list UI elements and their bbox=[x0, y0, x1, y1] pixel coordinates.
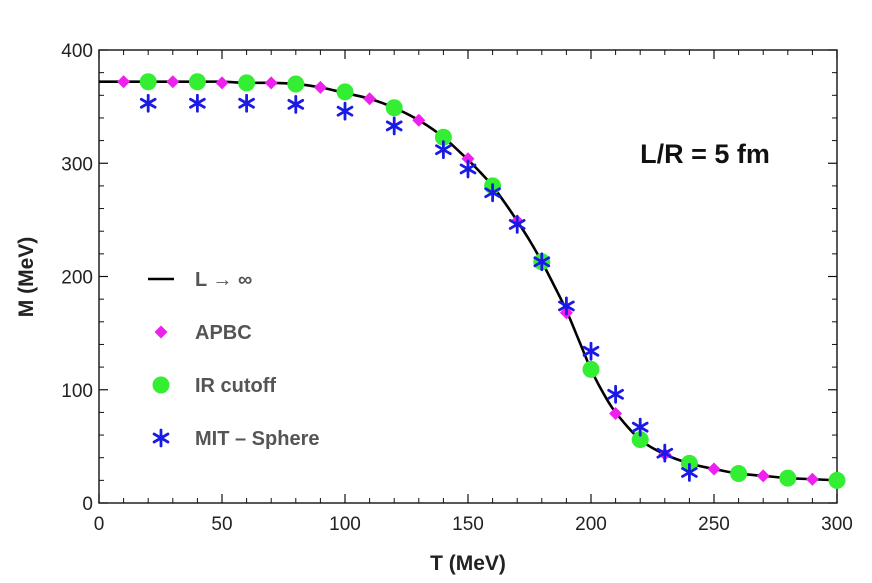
legend-label: MIT – Sphere bbox=[195, 428, 319, 450]
star-stroke bbox=[607, 388, 624, 400]
point-diamond bbox=[215, 76, 229, 90]
point-circle bbox=[238, 74, 256, 92]
point-diamond bbox=[117, 75, 131, 89]
point-star bbox=[238, 93, 255, 113]
point-star bbox=[558, 296, 575, 316]
star-stroke bbox=[656, 447, 674, 459]
x-tick-label: 300 bbox=[821, 514, 853, 535]
point-star bbox=[607, 384, 624, 404]
point-circle bbox=[188, 73, 206, 91]
star-stroke bbox=[238, 97, 255, 109]
point-circle bbox=[434, 128, 452, 146]
star-stroke bbox=[336, 105, 354, 117]
y-tick-label: 100 bbox=[61, 381, 93, 402]
star-stroke bbox=[681, 467, 698, 478]
star-stroke bbox=[435, 144, 452, 156]
point-diamond bbox=[707, 462, 721, 476]
legend-label: APBC bbox=[195, 322, 252, 344]
star-stroke bbox=[152, 432, 170, 444]
point-star bbox=[459, 159, 477, 179]
axis-ticks: 0 50 100 150 200 250 300 0 100 200 300 400 bbox=[61, 41, 853, 535]
x-tick-label: 150 bbox=[452, 514, 484, 535]
y-tick-label: 0 bbox=[82, 494, 93, 515]
point-diamond bbox=[805, 472, 819, 486]
x-tick-label: 50 bbox=[211, 514, 232, 535]
point-diamond bbox=[166, 75, 180, 89]
star-stroke bbox=[484, 187, 501, 199]
point-circle bbox=[730, 465, 748, 483]
y-tick-label: 200 bbox=[61, 268, 93, 289]
star-stroke bbox=[631, 421, 649, 433]
legend: L → ∞ APBC IR cutoff MIT – Sphere bbox=[148, 269, 319, 450]
point-star bbox=[139, 93, 157, 113]
y-tick-label: 300 bbox=[61, 154, 93, 175]
legend-circle-swatch bbox=[152, 376, 170, 394]
point-diamond bbox=[412, 113, 426, 127]
point-circle bbox=[287, 75, 305, 93]
x-tick-label: 0 bbox=[94, 514, 105, 535]
point-star bbox=[681, 463, 698, 482]
point-star bbox=[189, 93, 206, 113]
y-tick-label: 400 bbox=[61, 41, 93, 62]
legend-diamond-swatch bbox=[154, 325, 168, 339]
star-stroke bbox=[459, 163, 477, 175]
point-star bbox=[336, 101, 354, 121]
point-star bbox=[287, 94, 305, 114]
point-star bbox=[631, 417, 649, 437]
point-circle bbox=[631, 431, 649, 449]
y-axis-title: M (MeV) bbox=[15, 237, 38, 318]
point-circle bbox=[779, 469, 797, 487]
star-stroke bbox=[385, 120, 403, 132]
legend-label: L → ∞ bbox=[195, 269, 252, 291]
x-axis-title: T (MeV) bbox=[430, 552, 506, 575]
point-circle bbox=[582, 360, 600, 378]
star-stroke bbox=[558, 300, 575, 312]
point-circle bbox=[385, 99, 403, 117]
point-star bbox=[484, 183, 501, 203]
point-star bbox=[508, 215, 526, 234]
point-diamond bbox=[264, 76, 278, 90]
point-star bbox=[656, 443, 674, 463]
point-diamond bbox=[363, 92, 377, 106]
legend-label: IR cutoff bbox=[195, 375, 276, 397]
point-star bbox=[385, 116, 403, 136]
point-star bbox=[533, 252, 551, 272]
point-diamond bbox=[609, 407, 623, 421]
point-diamond bbox=[756, 469, 770, 483]
point-circle bbox=[828, 471, 846, 489]
star-stroke bbox=[139, 97, 157, 109]
x-tick-label: 200 bbox=[575, 514, 607, 535]
point-star bbox=[582, 341, 600, 361]
legend-star-swatch bbox=[152, 428, 170, 448]
x-tick-label: 250 bbox=[698, 514, 730, 535]
point-circle bbox=[139, 73, 157, 91]
point-diamond bbox=[313, 80, 327, 94]
point-star bbox=[435, 140, 452, 160]
point-diamond bbox=[461, 152, 475, 166]
star-stroke bbox=[582, 345, 600, 357]
marker-layer bbox=[117, 73, 846, 489]
point-circle bbox=[336, 83, 354, 101]
star-stroke bbox=[508, 219, 526, 230]
star-stroke bbox=[287, 98, 305, 110]
star-stroke bbox=[189, 97, 206, 109]
x-tick-label: 100 bbox=[329, 514, 361, 535]
star-stroke bbox=[533, 256, 551, 268]
chart-annotation: L/R = 5 fm bbox=[640, 139, 770, 169]
